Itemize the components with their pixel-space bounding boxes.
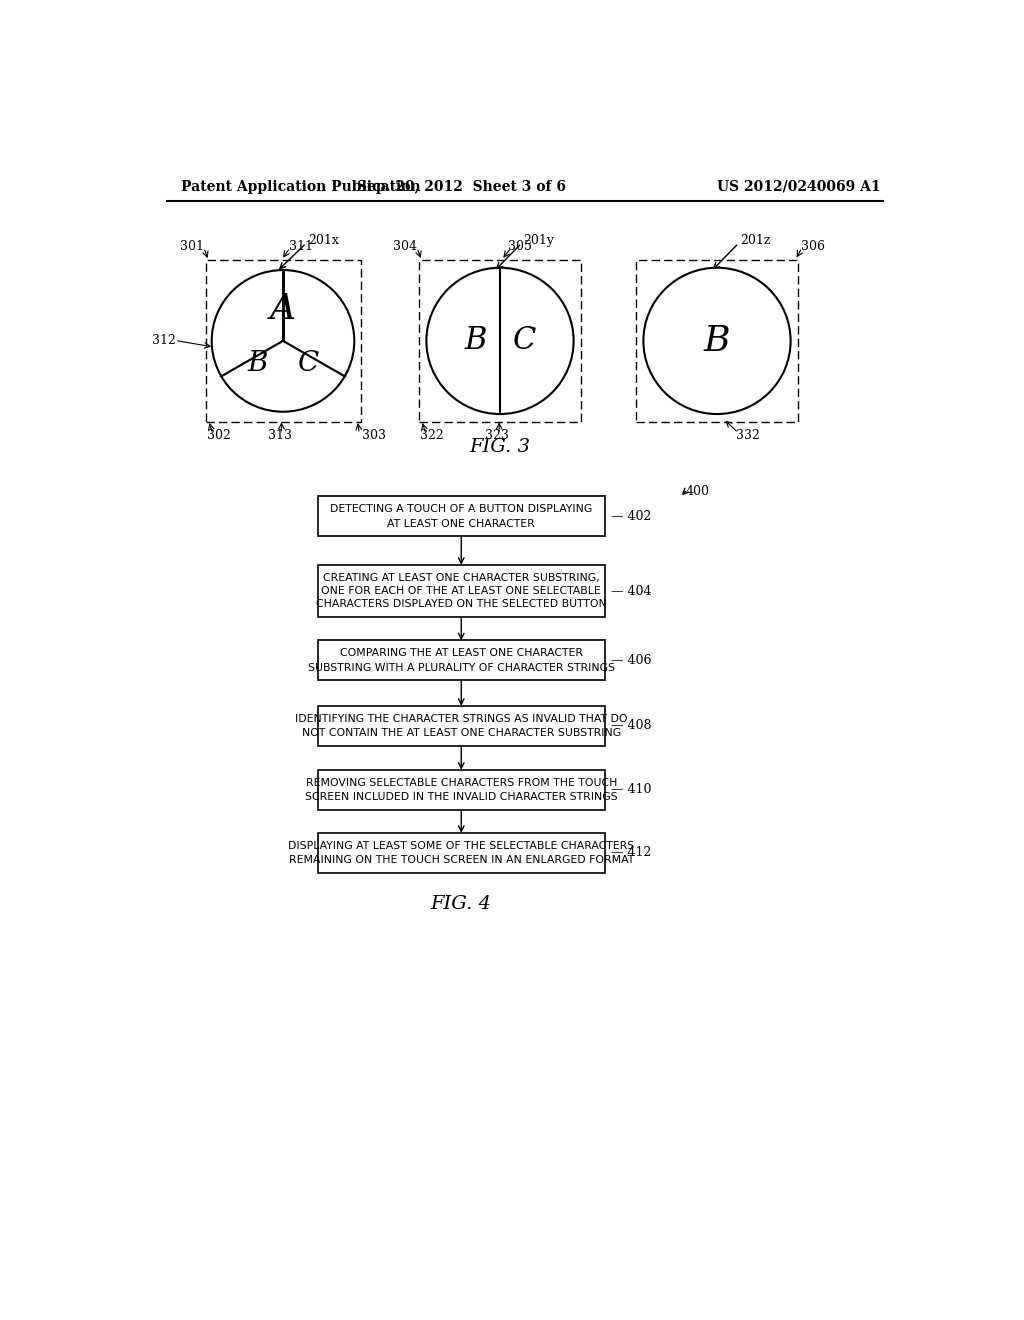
Text: Sep. 20, 2012  Sheet 3 of 6: Sep. 20, 2012 Sheet 3 of 6 xyxy=(356,180,565,194)
Text: 323: 323 xyxy=(485,429,509,442)
Bar xyxy=(317,706,604,746)
Text: 322: 322 xyxy=(420,429,444,442)
Text: 332: 332 xyxy=(736,429,760,442)
Text: 301: 301 xyxy=(180,240,204,252)
Bar xyxy=(317,565,604,618)
Text: B: B xyxy=(464,326,486,356)
Text: — 410: — 410 xyxy=(611,783,651,796)
Text: Patent Application Publication: Patent Application Publication xyxy=(180,180,420,194)
Text: — 412: — 412 xyxy=(611,846,651,859)
Text: 306: 306 xyxy=(802,240,825,252)
Text: C: C xyxy=(513,326,537,356)
Text: 201x: 201x xyxy=(308,234,339,247)
Text: 201z: 201z xyxy=(740,234,771,247)
Text: A: A xyxy=(270,292,296,326)
Bar xyxy=(317,496,604,536)
Text: CHARACTERS DISPLAYED ON THE SELECTED BUTTON: CHARACTERS DISPLAYED ON THE SELECTED BUT… xyxy=(315,599,606,610)
Text: — 406: — 406 xyxy=(611,653,651,667)
Text: 201y: 201y xyxy=(523,234,554,247)
Text: CREATING AT LEAST ONE CHARACTER SUBSTRING,: CREATING AT LEAST ONE CHARACTER SUBSTRIN… xyxy=(323,573,600,583)
Text: 313: 313 xyxy=(268,429,292,442)
Text: IDENTIFYING THE CHARACTER STRINGS AS INVALID THAT DO: IDENTIFYING THE CHARACTER STRINGS AS INV… xyxy=(295,714,628,723)
Text: 302: 302 xyxy=(207,429,231,442)
Bar xyxy=(317,833,604,873)
Text: 400: 400 xyxy=(686,484,710,498)
Text: — 408: — 408 xyxy=(611,719,651,733)
Text: FIG. 3: FIG. 3 xyxy=(469,438,530,457)
Text: SUBSTRING WITH A PLURALITY OF CHARACTER STRINGS: SUBSTRING WITH A PLURALITY OF CHARACTER … xyxy=(308,663,614,673)
Text: C: C xyxy=(298,351,319,378)
Text: FIG. 4: FIG. 4 xyxy=(431,895,492,912)
Bar xyxy=(317,640,604,681)
Text: US 2012/0240069 A1: US 2012/0240069 A1 xyxy=(717,180,881,194)
Text: ONE FOR EACH OF THE AT LEAST ONE SELECTABLE: ONE FOR EACH OF THE AT LEAST ONE SELECTA… xyxy=(322,586,601,597)
Text: COMPARING THE AT LEAST ONE CHARACTER: COMPARING THE AT LEAST ONE CHARACTER xyxy=(340,648,583,659)
Text: 303: 303 xyxy=(362,429,386,442)
Text: NOT CONTAIN THE AT LEAST ONE CHARACTER SUBSTRING: NOT CONTAIN THE AT LEAST ONE CHARACTER S… xyxy=(302,729,621,738)
Text: B: B xyxy=(247,351,267,378)
Text: 304: 304 xyxy=(393,240,417,252)
Text: 312: 312 xyxy=(153,334,176,347)
Bar xyxy=(317,770,604,810)
Text: REMAINING ON THE TOUCH SCREEN IN AN ENLARGED FORMAT: REMAINING ON THE TOUCH SCREEN IN AN ENLA… xyxy=(289,855,634,865)
Bar xyxy=(419,260,582,422)
Bar xyxy=(636,260,799,422)
Text: — 404: — 404 xyxy=(611,585,651,598)
Text: 305: 305 xyxy=(508,240,531,252)
Text: B: B xyxy=(703,323,730,358)
Text: — 402: — 402 xyxy=(611,510,651,523)
Bar xyxy=(206,260,360,422)
Text: DISPLAYING AT LEAST SOME OF THE SELECTABLE CHARACTERS: DISPLAYING AT LEAST SOME OF THE SELECTAB… xyxy=(288,841,635,850)
Text: 311: 311 xyxy=(289,240,313,252)
Text: DETECTING A TOUCH OF A BUTTON DISPLAYING: DETECTING A TOUCH OF A BUTTON DISPLAYING xyxy=(330,504,592,515)
Text: SCREEN INCLUDED IN THE INVALID CHARACTER STRINGS: SCREEN INCLUDED IN THE INVALID CHARACTER… xyxy=(305,792,617,803)
Text: REMOVING SELECTABLE CHARACTERS FROM THE TOUCH: REMOVING SELECTABLE CHARACTERS FROM THE … xyxy=(305,777,616,788)
Text: AT LEAST ONE CHARACTER: AT LEAST ONE CHARACTER xyxy=(387,519,536,528)
